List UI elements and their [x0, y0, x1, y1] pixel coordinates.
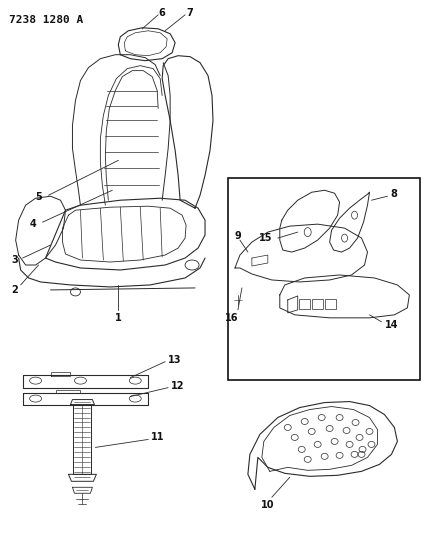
- Text: 15: 15: [259, 233, 272, 243]
- Text: 3: 3: [11, 255, 18, 265]
- Text: 1: 1: [115, 313, 122, 323]
- Text: 5: 5: [35, 192, 42, 202]
- Bar: [299, 299, 310, 309]
- Text: 13: 13: [168, 354, 182, 365]
- Text: 4: 4: [29, 219, 36, 229]
- Text: 2: 2: [11, 285, 18, 295]
- Text: 7: 7: [187, 8, 193, 18]
- Text: 7238 1280 A: 7238 1280 A: [9, 15, 83, 25]
- Bar: [312, 299, 323, 309]
- Text: 12: 12: [171, 381, 185, 391]
- Bar: [228, 178, 420, 379]
- Text: 10: 10: [261, 500, 275, 510]
- Text: 14: 14: [385, 320, 398, 330]
- Text: 11: 11: [151, 432, 165, 442]
- Text: 6: 6: [159, 8, 166, 18]
- Bar: [325, 299, 335, 309]
- Text: 9: 9: [235, 231, 241, 241]
- Text: 8: 8: [390, 189, 397, 199]
- Text: 16: 16: [225, 313, 239, 323]
